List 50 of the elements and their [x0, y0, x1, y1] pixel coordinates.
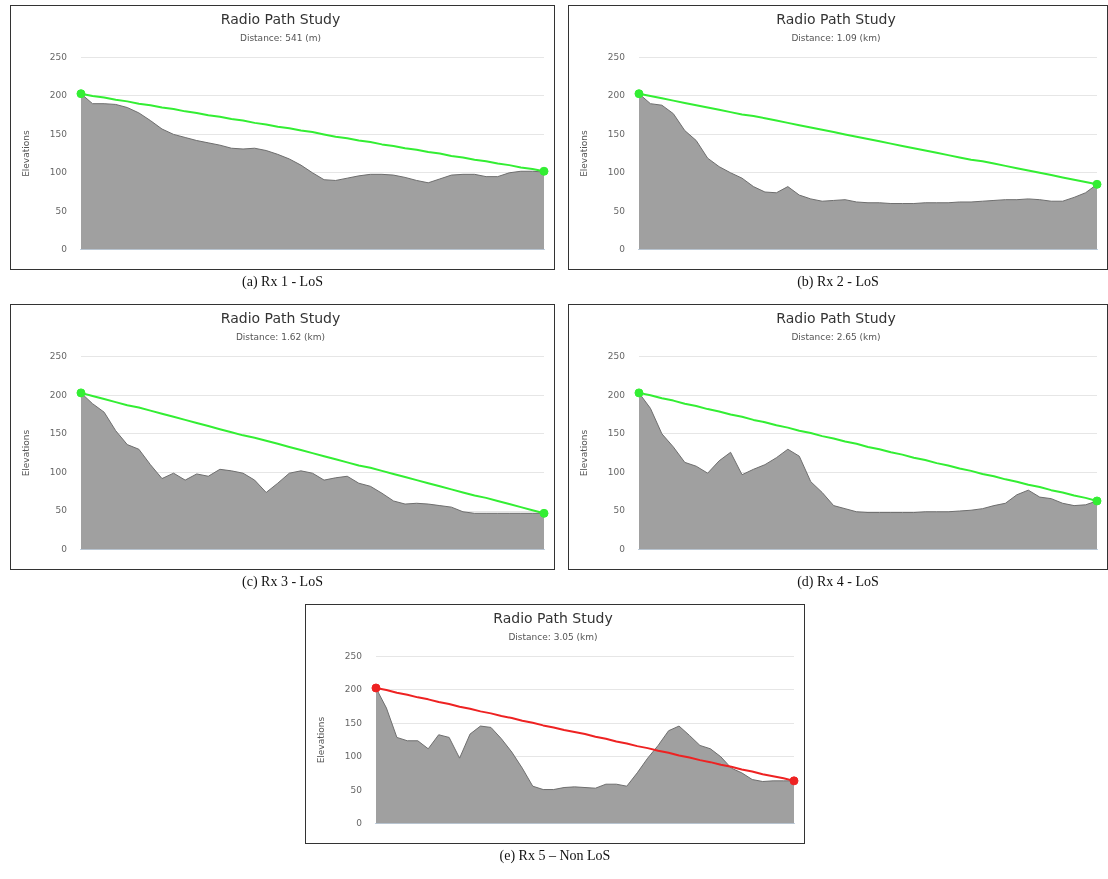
y-axis-title: Elevations — [20, 429, 31, 477]
y-axis-title: Elevations — [578, 429, 589, 477]
y-tick-label: 100 — [607, 466, 626, 477]
y-tick-label: 0 — [619, 243, 626, 254]
chart-subtitle: Distance: 1.09 (km) — [791, 32, 881, 43]
y-tick-label: 250 — [607, 350, 626, 361]
y-tick-label: 150 — [607, 128, 626, 139]
y-tick-label: 150 — [49, 428, 68, 439]
y-tick-label: 50 — [55, 505, 68, 516]
y-tick-label: 250 — [607, 51, 626, 62]
text: (e) Rx 5 – Non LoS — [498, 848, 612, 864]
chart-subtitle: Distance: 541 (m) — [239, 32, 322, 43]
y-axis-title: Elevations — [578, 130, 589, 177]
y-tick-label: 250 — [49, 51, 68, 62]
y-tick-label: 0 — [61, 243, 68, 254]
chart-subtitle: Distance: 3.05 (km) — [508, 631, 598, 642]
chart-title: Radio Path Study — [220, 310, 341, 327]
y-tick-label: 0 — [356, 817, 363, 828]
y-axis-title: Elevations — [315, 716, 326, 764]
y-tick-label: 0 — [61, 543, 68, 554]
y-tick-label: 150 — [49, 128, 68, 139]
y-tick-label: 100 — [49, 167, 68, 178]
y-tick-label: 200 — [607, 389, 626, 400]
chart-title: Radio Path Study — [776, 11, 896, 28]
y-tick-label: 100 — [607, 167, 626, 178]
y-tick-label: 50 — [613, 205, 626, 216]
y-tick-label: 200 — [49, 90, 68, 101]
text: (a) Rx 1 - LoS — [241, 274, 324, 290]
chart-title: Radio Path Study — [493, 610, 613, 627]
y-tick-label: 200 — [49, 389, 68, 400]
chart-title: Radio Path Study — [776, 310, 896, 327]
y-tick-label: 50 — [350, 784, 363, 795]
y-tick-label: 200 — [607, 90, 626, 101]
y-tick-label: 100 — [49, 466, 68, 477]
chart-subtitle: Distance: 2.65 (km) — [791, 331, 881, 342]
text: (c) Rx 3 - LoS — [241, 574, 324, 590]
y-tick-label: 200 — [344, 684, 363, 695]
y-tick-label: 250 — [344, 650, 363, 661]
text: (d) Rx 4 - LoS — [796, 574, 880, 590]
text: (b) Rx 2 - LoS — [796, 274, 880, 290]
y-tick-label: 0 — [619, 543, 626, 554]
y-tick-label: 50 — [613, 505, 626, 516]
y-tick-label: 150 — [344, 717, 363, 728]
y-axis-title: Elevations — [20, 130, 31, 177]
chart-subtitle: Distance: 1.62 (km) — [235, 331, 326, 342]
y-tick-label: 250 — [49, 350, 68, 361]
y-tick-label: 150 — [607, 428, 626, 439]
y-tick-label: 50 — [55, 205, 68, 216]
y-tick-label: 100 — [344, 751, 363, 762]
chart-title: Radio Path Study — [220, 11, 341, 28]
